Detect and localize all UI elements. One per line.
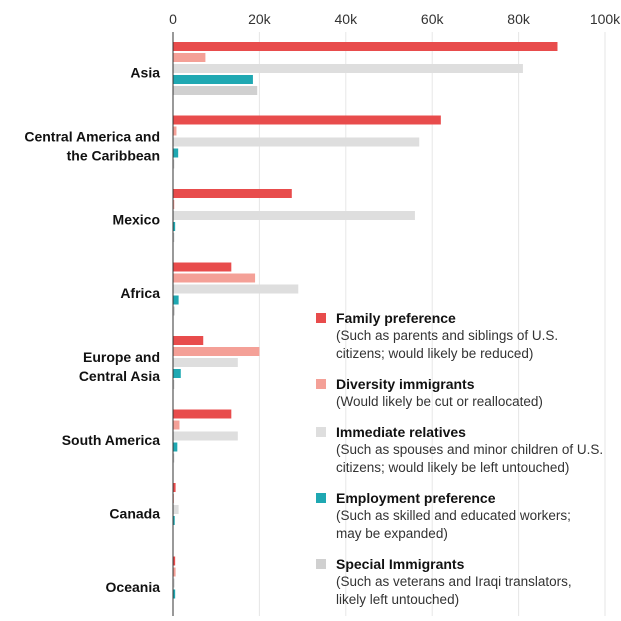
x-tick-label: 20k [248,11,272,27]
legend-title: Employment preference [336,490,496,506]
bar [173,295,179,305]
x-tick-label: 40k [335,11,359,27]
x-tick-label: 60k [421,11,445,27]
legend-item: Special Immigrants (Such as veterans and … [316,555,616,609]
legend-title: Family preference [336,310,456,326]
bar [173,505,179,514]
bar [173,159,175,169]
bar [173,148,179,158]
bar [173,222,176,231]
legend-description: (Such as skilled and educated workers; [336,508,571,523]
legend-description: (Such as parents and siblings of U.S. [336,328,559,343]
bar [173,567,176,577]
category-label: Africa [120,285,160,301]
bar [173,262,232,272]
bar [173,200,175,209]
category-label: Central Asia [79,368,160,384]
bar [173,336,204,345]
bar [173,442,178,452]
grid-lines [258,32,606,616]
bar [173,42,558,51]
legend-swatch [316,379,326,389]
bar [173,233,175,242]
legend-item: Immediate relatives (Such as spouses and … [316,423,616,477]
category-label: Canada [109,506,160,522]
legend-swatch [316,559,326,569]
bar [173,369,181,378]
bar [173,75,253,84]
legend-item: Diversity immigrants (Would likely be cut… [316,375,616,411]
bar [173,86,258,95]
bar [173,211,415,220]
legend-description: citizens; would likely be left untouched… [336,460,570,475]
legend-description: (Would likely be cut or reallocated) [336,394,543,409]
bar [173,53,206,62]
x-axis-ticks: 0 20k 40k 60k 80k 100k [169,11,621,27]
bar [173,420,180,430]
bar [173,431,238,441]
bar [173,137,420,147]
bar [173,483,176,492]
legend-description: may be expanded) [336,526,448,541]
category-label: the Caribbean [67,148,160,164]
bar [173,306,175,316]
legend-item: Family preference (Such as parents and si… [316,309,616,363]
category-labels: Asia Central America and the Caribbean Mexi… [24,65,160,596]
legend-title: Immediate relatives [336,424,466,440]
bar [173,273,256,283]
legend-title: Special Immigrants [336,556,465,572]
bar [173,380,175,389]
bar [173,578,175,588]
bars [173,42,558,610]
legend-description: citizens; would likely be reduced) [336,346,534,361]
category-label: Asia [130,65,160,81]
category-label: Europe and [83,349,160,365]
legend-description: (Such as veterans and Iraqi translators, [336,574,572,589]
bar [173,453,175,463]
x-tick-label: 80k [507,11,531,27]
x-tick-label: 0 [169,11,177,27]
bar [173,516,175,525]
legend: Family preference (Such as parents and si… [316,309,616,621]
bar [173,409,232,419]
bar [173,284,299,294]
category-label: Mexico [113,212,160,228]
legend-description: likely left untouched) [336,592,460,607]
bar [173,115,441,125]
legend-swatch [316,427,326,437]
bar [173,358,238,367]
legend-swatch [316,313,326,323]
legend-item: Employment preference (Such as skilled an… [316,489,616,543]
bar [173,347,260,356]
category-label: Oceania [106,579,161,595]
legend-swatch [316,493,326,503]
category-label: South America [62,432,160,448]
bar [173,64,523,73]
category-label: Central America and [24,129,160,145]
legend-description: (Such as spouses and minor children of U… [336,442,604,457]
legend-title: Diversity immigrants [336,376,475,392]
x-tick-label: 100k [590,11,621,27]
bar [173,589,176,599]
bar [173,126,177,136]
bar [173,189,292,198]
bar [173,556,176,566]
